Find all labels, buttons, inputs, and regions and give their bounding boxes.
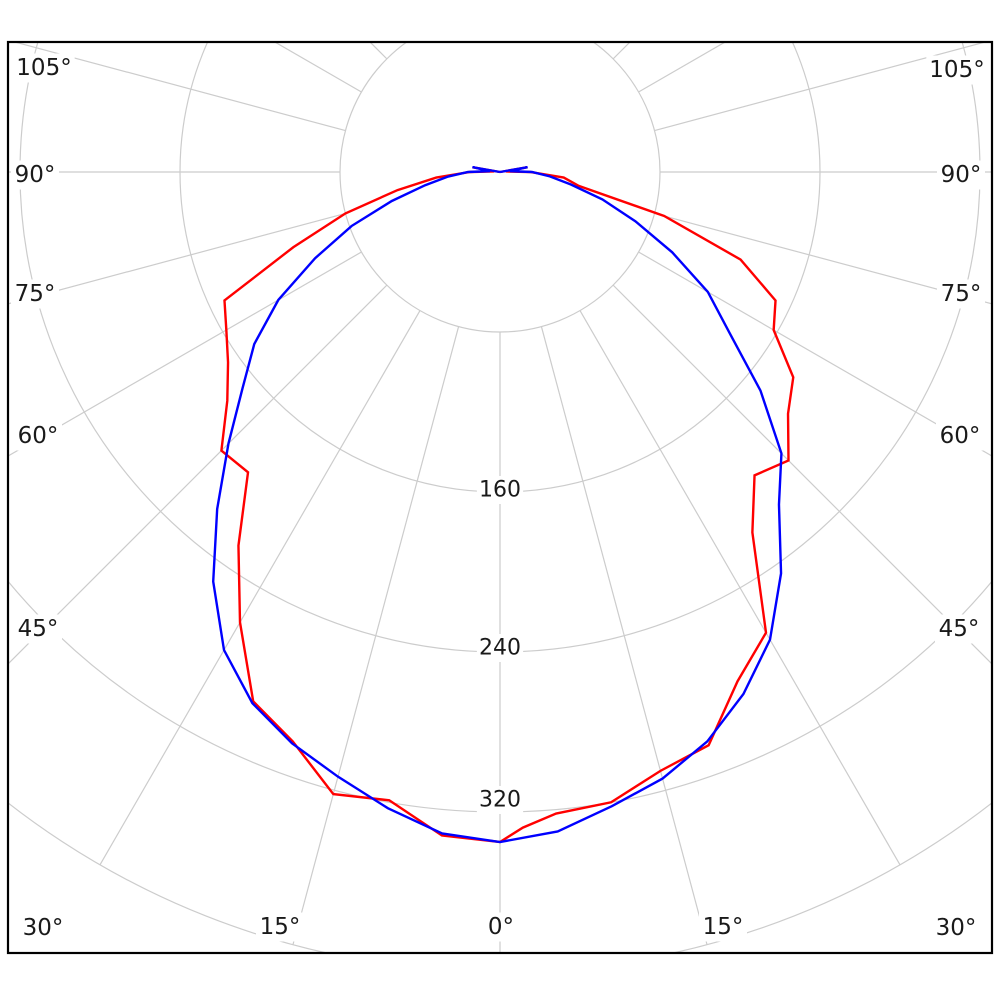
angle-tick-label: 75° [15, 281, 56, 307]
angle-tick-label: 60° [940, 423, 981, 449]
angle-tick-label: 15° [703, 914, 744, 940]
tick-labels: 105° 90° 75° 60° 45° 30° 15° 0° 15° 30° 45° 60° 75° 9… [10, 53, 988, 943]
radius-tick-label: 160 [479, 478, 521, 503]
angle-tick-label: 105° [16, 55, 71, 81]
angle-tick-label: 45° [18, 616, 59, 642]
grid-spoke [654, 42, 988, 132]
curve-blue-plane-curve [212, 165, 783, 844]
angle-tick-label-bg [10, 160, 60, 190]
grid-spoke [638, 251, 992, 457]
angle-tick-label-bg [926, 55, 988, 85]
angle-tick-label-bg [13, 421, 63, 451]
angle-tick-label-bg [10, 279, 60, 309]
angle-tick-label-bg [935, 421, 985, 451]
angle-tick-label: 60° [18, 423, 59, 449]
radius-tick-label-bg [476, 634, 524, 662]
angle-tick-label: 45° [939, 616, 980, 642]
angle-tick-label: 90° [941, 162, 982, 188]
radius-tick-label-bg [476, 476, 524, 504]
chart-frame [6, 40, 994, 955]
angle-tick-label: 15° [260, 914, 301, 940]
angle-tick-label: 0° [488, 914, 514, 940]
angle-tick-label: 105° [929, 57, 984, 83]
radius-tick-label-bg [476, 786, 524, 814]
angle-tick-label: 30° [936, 915, 977, 941]
grid-spoke [292, 326, 460, 945]
angle-tick-label-bg [13, 614, 63, 644]
angle-tick-label-bg [936, 279, 986, 309]
grid-spoke [612, 284, 992, 665]
angle-tick-label-bg [13, 53, 75, 83]
angle-tick-label-bg [698, 912, 748, 942]
grid-spoke [8, 284, 388, 665]
angle-tick-label-bg [931, 913, 981, 943]
plot-area: 105° 90° 75° 60° 45° 30° 15° 0° 15° 30° 45° 60° 75° 9… [8, 42, 992, 953]
angle-tick-label: 75° [941, 281, 982, 307]
grid-spoke [540, 326, 708, 945]
angle-tick-label-bg [934, 614, 984, 644]
angle-tick-label-bg [483, 912, 519, 942]
grid-spoke [579, 310, 901, 866]
curve-red-plane-curve [220, 165, 795, 844]
angle-tick-label: 30° [23, 915, 64, 941]
angle-tick-label-bg [255, 912, 305, 942]
grid-spoke [99, 310, 421, 866]
angle-tick-label-bg [18, 913, 68, 943]
radius-tick-label: 240 [479, 636, 521, 661]
grid-spoke [8, 251, 362, 457]
radius-tick-label: 320 [479, 788, 521, 813]
angle-tick-label-bg [936, 160, 986, 190]
angle-tick-label: 90° [15, 162, 56, 188]
grid-spoke [12, 42, 346, 132]
